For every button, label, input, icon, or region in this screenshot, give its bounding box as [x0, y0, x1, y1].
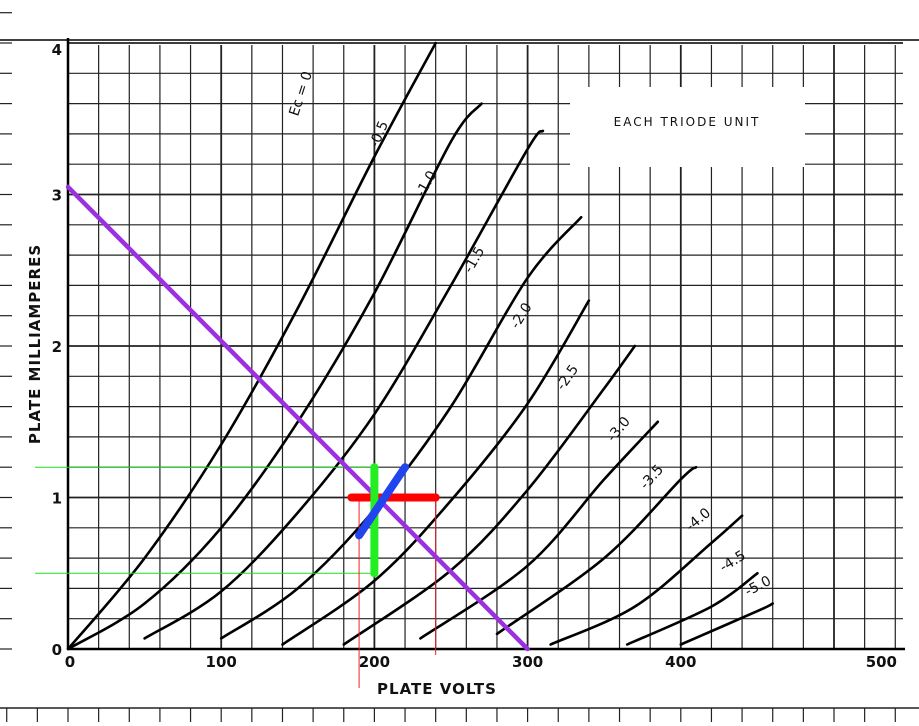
y-axis-label: PLATE MILLIAMPERES [26, 244, 44, 444]
grid-bias-curve-1 [66, 102, 483, 651]
curve-label-9: -4.5 [717, 548, 749, 576]
y-tick-label-4: 4 [52, 41, 62, 59]
legend-box-label: EACH TRIODE UNIT [614, 115, 761, 129]
load-line [65, 184, 530, 652]
curve-label-3: -1.5 [461, 244, 489, 276]
grid-bias-curve-6 [419, 420, 660, 640]
operating-point-bars [347, 463, 440, 578]
grid-bias-curve-3 [219, 215, 583, 640]
grid-bias-curve-5 [342, 344, 637, 646]
legend-box: EACH TRIODE UNIT [570, 87, 805, 167]
tick-labels: 0 100 200 300 400 500 0 1 2 3 4 [52, 41, 897, 671]
y-tick-label-1: 1 [52, 490, 62, 508]
plot-border [0, 38, 919, 651]
curve-label-0: Ec = 0 [286, 69, 315, 118]
x-tick-label-300: 300 [512, 653, 543, 671]
x-tick-label-400: 400 [665, 653, 696, 671]
x-axis-label: PLATE VOLTS [377, 680, 497, 698]
grid-bias-curve-0 [66, 41, 437, 651]
grid-bias-curve-7 [495, 465, 698, 636]
grid-bias-curve-9 [625, 572, 759, 646]
curve-label-10: -5.0 [742, 573, 774, 600]
y-tick-label-2: 2 [52, 338, 62, 356]
load-line-group [65, 184, 530, 652]
grid-bias-curve-4 [281, 299, 591, 646]
y-tick-label-3: 3 [52, 187, 62, 205]
x-tick-label-100: 100 [206, 653, 237, 671]
blue-bar [355, 463, 410, 540]
y-tick-label-0: 0 [52, 641, 62, 659]
x-tick-label-0: 0 [65, 653, 75, 671]
curve-label-8: -4.0 [683, 505, 714, 535]
curve-label-7: -3.5 [637, 462, 667, 493]
curves [66, 41, 774, 651]
x-tick-label-200: 200 [359, 653, 390, 671]
grid-bias-curve-2 [143, 129, 545, 640]
legend-box-background [570, 87, 805, 167]
curve-label-6: -3.0 [604, 414, 634, 445]
x-tick-label-500: 500 [866, 653, 897, 671]
axis-labels: PLATE VOLTS PLATE MILLIAMPERES [26, 244, 497, 698]
grid-bias-curve-8 [549, 514, 744, 646]
grid-bias-curve-10 [679, 602, 774, 646]
